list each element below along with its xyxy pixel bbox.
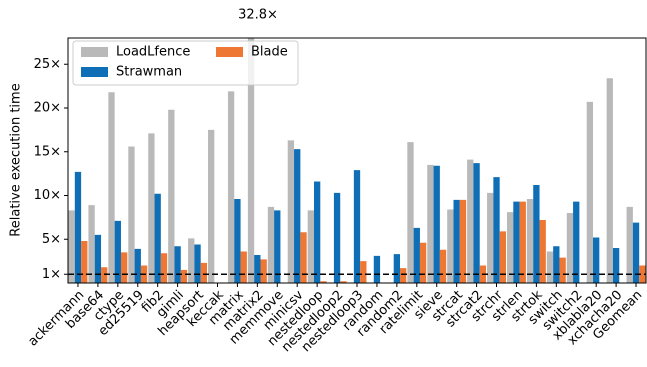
bar bbox=[294, 149, 301, 283]
bar bbox=[419, 242, 427, 283]
legend-swatch bbox=[81, 47, 108, 57]
bar bbox=[300, 232, 307, 283]
plot-area bbox=[68, 38, 646, 283]
legend-swatch bbox=[81, 67, 108, 77]
bar bbox=[333, 192, 341, 283]
legend-label: Blade bbox=[251, 45, 288, 60]
bar bbox=[439, 249, 447, 283]
bar bbox=[200, 262, 208, 283]
bar bbox=[114, 220, 121, 283]
bar bbox=[612, 248, 620, 283]
bar bbox=[447, 209, 454, 283]
bar bbox=[307, 210, 314, 283]
bar bbox=[393, 254, 401, 283]
bar bbox=[120, 252, 128, 283]
bar bbox=[427, 164, 434, 283]
bar bbox=[559, 257, 566, 283]
bar bbox=[533, 185, 540, 283]
y-axis-label: Relative execution time bbox=[9, 83, 24, 236]
bar bbox=[320, 281, 327, 283]
bar bbox=[168, 109, 175, 283]
bar bbox=[413, 227, 420, 283]
bar bbox=[154, 193, 161, 283]
bar bbox=[128, 146, 135, 283]
bar bbox=[94, 234, 102, 283]
bar bbox=[360, 261, 367, 283]
bar bbox=[174, 246, 181, 283]
bar bbox=[208, 129, 215, 283]
bar bbox=[566, 213, 574, 283]
bar bbox=[400, 268, 407, 283]
legend-swatch bbox=[216, 47, 243, 57]
bar bbox=[148, 133, 155, 283]
bar bbox=[453, 199, 460, 283]
bar bbox=[467, 159, 474, 283]
bar bbox=[626, 206, 633, 283]
bar bbox=[499, 231, 506, 283]
bar bbox=[487, 192, 494, 283]
y-tick-label: 15× bbox=[34, 144, 61, 159]
y-tick-label: 5× bbox=[42, 232, 61, 247]
bar bbox=[74, 171, 82, 283]
plot-frame bbox=[67, 37, 647, 284]
y-tick-label: 20× bbox=[34, 101, 61, 116]
bar bbox=[247, 38, 255, 283]
y-tick-label: 10× bbox=[34, 188, 61, 203]
bar bbox=[553, 246, 560, 283]
bar bbox=[180, 269, 188, 283]
legend-label: LoadLfence bbox=[116, 45, 190, 60]
bar bbox=[526, 199, 534, 283]
bar bbox=[519, 201, 526, 283]
bar bbox=[254, 255, 261, 283]
bar bbox=[313, 181, 321, 283]
bar bbox=[493, 177, 500, 283]
y-tick-label: 1× bbox=[42, 267, 61, 282]
bar bbox=[81, 241, 88, 283]
bar bbox=[88, 205, 95, 283]
bar bbox=[274, 210, 281, 283]
bar bbox=[606, 78, 613, 283]
legend-label: Strawman bbox=[116, 65, 182, 80]
bar bbox=[160, 253, 168, 283]
bar bbox=[101, 267, 108, 283]
bar bbox=[586, 101, 594, 283]
bar bbox=[373, 255, 381, 283]
bar bbox=[353, 170, 361, 283]
bar bbox=[108, 92, 115, 283]
y-tick-label: 25× bbox=[34, 57, 61, 72]
bar bbox=[593, 237, 600, 283]
bar bbox=[260, 259, 267, 283]
bar bbox=[194, 244, 201, 283]
bar bbox=[639, 265, 646, 283]
bar bbox=[632, 222, 640, 283]
bar bbox=[407, 142, 414, 283]
bar bbox=[340, 281, 347, 283]
bar bbox=[459, 199, 467, 283]
bar bbox=[267, 206, 275, 283]
bar bbox=[473, 163, 480, 283]
bar bbox=[506, 212, 514, 283]
bar bbox=[513, 201, 520, 283]
bar bbox=[546, 251, 554, 283]
bar bbox=[287, 140, 295, 283]
bar bbox=[240, 251, 247, 283]
bar bbox=[539, 220, 546, 283]
bar bbox=[433, 165, 440, 283]
bar bbox=[68, 210, 75, 283]
bar bbox=[134, 248, 141, 283]
bar bbox=[188, 238, 195, 283]
bar bbox=[227, 91, 235, 283]
bar bbox=[234, 199, 241, 283]
annotation: 32.8× bbox=[238, 8, 278, 23]
bar bbox=[573, 201, 580, 283]
